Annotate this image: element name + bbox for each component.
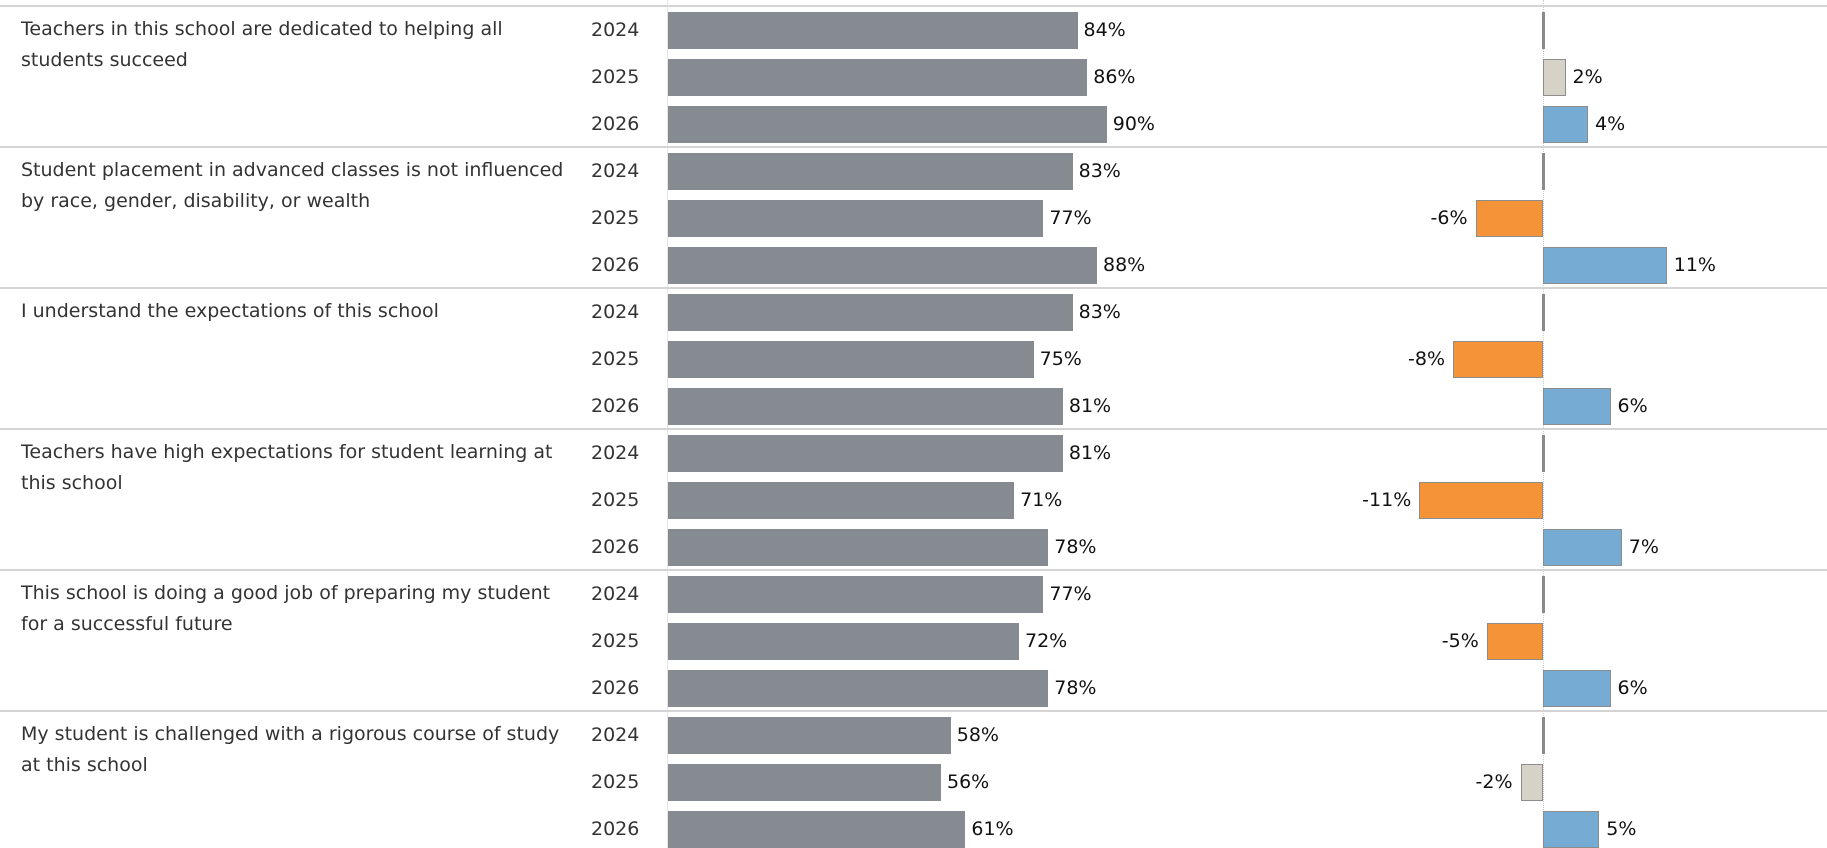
change-label: 4% xyxy=(1595,112,1626,135)
value-bar xyxy=(668,294,1073,331)
year-label: 2024 xyxy=(591,300,640,323)
year-label: 2026 xyxy=(591,394,640,417)
change-label: 6% xyxy=(1617,394,1648,417)
change-baseline-mark xyxy=(1542,576,1545,613)
year-label: 2024 xyxy=(591,441,640,464)
value-label: 90% xyxy=(1112,112,1155,135)
change-bar xyxy=(1543,247,1667,284)
year-label: 2025 xyxy=(591,488,640,511)
change-bar xyxy=(1543,670,1611,707)
group-separator xyxy=(0,710,1827,712)
question-label: Teachers have high expectations for stud… xyxy=(21,441,553,494)
value-bar xyxy=(668,529,1049,566)
value-label: 77% xyxy=(1049,206,1092,229)
year-label: 2026 xyxy=(591,535,640,558)
change-baseline-mark xyxy=(1542,717,1545,754)
question-label: My student is challenged with a rigorous… xyxy=(21,723,560,776)
group-separator xyxy=(0,569,1827,571)
value-label: 72% xyxy=(1025,629,1068,652)
year-label: 2025 xyxy=(591,206,640,229)
value-bar xyxy=(668,623,1019,660)
question-label: I understand the expectations of this sc… xyxy=(21,300,439,322)
value-label: 83% xyxy=(1078,159,1121,182)
value-bar xyxy=(668,200,1044,237)
year-label: 2026 xyxy=(591,112,640,135)
change-baseline-mark xyxy=(1542,153,1545,190)
question-label: This school is doing a good job of prepa… xyxy=(21,582,551,635)
change-baseline-mark xyxy=(1542,12,1545,49)
year-label: 2024 xyxy=(591,159,640,182)
change-bar xyxy=(1453,341,1543,378)
value-bar xyxy=(668,811,966,848)
year-label: 2024 xyxy=(591,582,640,605)
year-label: 2025 xyxy=(591,65,640,88)
group-separator xyxy=(0,287,1827,289)
change-label: 5% xyxy=(1606,817,1637,840)
group-separator xyxy=(0,146,1827,148)
value-label: 78% xyxy=(1054,676,1097,699)
change-bar xyxy=(1543,811,1600,848)
value-bar xyxy=(668,388,1063,425)
change-label: 7% xyxy=(1628,535,1659,558)
change-label: 11% xyxy=(1673,253,1716,276)
value-label: 84% xyxy=(1083,18,1126,41)
change-bar xyxy=(1543,529,1622,566)
value-label: 88% xyxy=(1103,253,1146,276)
value-label: 81% xyxy=(1068,394,1112,417)
value-bar xyxy=(668,670,1049,707)
change-bar xyxy=(1543,106,1588,143)
value-bar xyxy=(668,106,1107,143)
change-bar xyxy=(1543,59,1566,96)
change-label: -6% xyxy=(1430,206,1468,229)
year-label: 2025 xyxy=(591,770,640,793)
value-axis-line xyxy=(667,0,668,848)
value-bar xyxy=(668,435,1063,472)
value-bar xyxy=(668,576,1044,613)
year-label: 2026 xyxy=(591,676,640,699)
value-label: 86% xyxy=(1093,65,1136,88)
year-label: 2025 xyxy=(591,629,640,652)
year-label: 2026 xyxy=(591,817,640,840)
change-label: 2% xyxy=(1572,65,1603,88)
group-separator xyxy=(0,5,1827,7)
year-label: 2024 xyxy=(591,723,640,746)
change-label: -2% xyxy=(1475,770,1513,793)
change-baseline-mark xyxy=(1542,435,1545,472)
year-label: 2026 xyxy=(591,253,640,276)
year-label: 2024 xyxy=(591,18,640,41)
change-label: -5% xyxy=(1441,629,1479,652)
value-bar xyxy=(668,482,1015,519)
change-bar xyxy=(1475,200,1543,237)
value-bar xyxy=(668,341,1034,378)
value-label: 71% xyxy=(1020,488,1063,511)
value-bar xyxy=(668,247,1097,284)
change-bar xyxy=(1543,388,1611,425)
value-label: 81% xyxy=(1068,441,1112,464)
value-label: 77% xyxy=(1049,582,1092,605)
change-bar xyxy=(1419,482,1543,519)
change-bar xyxy=(1520,764,1543,801)
change-label: -11% xyxy=(1362,488,1412,511)
question-label: Teachers in this school are dedicated to… xyxy=(21,18,503,71)
group-separator xyxy=(0,428,1827,430)
value-bar xyxy=(668,717,951,754)
change-baseline-mark xyxy=(1542,294,1545,331)
change-label: -8% xyxy=(1408,347,1445,370)
value-bar xyxy=(668,153,1073,190)
year-label: 2025 xyxy=(591,347,640,370)
value-bar xyxy=(668,12,1078,49)
change-label: 6% xyxy=(1617,676,1648,699)
value-label: 75% xyxy=(1039,347,1082,370)
question-label: Student placement in advanced classes is… xyxy=(21,159,564,212)
value-label: 56% xyxy=(947,770,990,793)
value-label: 83% xyxy=(1078,300,1121,323)
value-label: 61% xyxy=(971,817,1014,840)
value-label: 58% xyxy=(956,723,999,746)
value-bar xyxy=(668,764,941,801)
value-bar xyxy=(668,59,1088,96)
change-bar xyxy=(1486,623,1543,660)
value-label: 78% xyxy=(1054,535,1097,558)
